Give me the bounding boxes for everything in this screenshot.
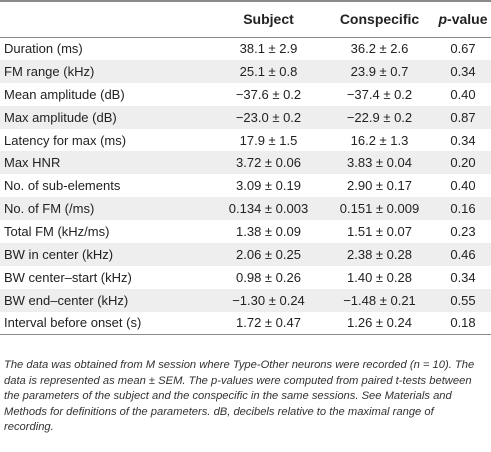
cell-subject: 1.38 ± 0.09	[236, 224, 301, 240]
cell-subject: −23.0 ± 0.2	[235, 109, 302, 125]
cell-pvalue: 0.87	[450, 109, 476, 125]
cell-pvalue: 0.34	[450, 63, 476, 79]
table-row: Latency for max (ms) 17.9 ± 1.5 16.2 ± 1.3…	[0, 128, 491, 152]
cell-conspecific: −22.9 ± 0.2	[346, 109, 413, 125]
cell-parameter: Total FM (kHz/ms)	[4, 224, 110, 240]
cell-pvalue: 0.34	[450, 269, 476, 285]
cell-conspecific: 1.26 ± 0.24	[324, 311, 435, 336]
cell-subject: 2.06 ± 0.25	[236, 246, 301, 262]
comparison-table-container: Subject Conspecific p-value Duration (ms…	[0, 0, 491, 336]
cell-pvalue: 0.67	[450, 41, 476, 57]
cell-subject: −37.6 ± 0.2	[235, 86, 302, 102]
cell-pvalue: 0.23	[450, 224, 476, 240]
cell-parameter: BW end–center (kHz)	[4, 292, 129, 308]
cell-parameter: Latency for max (ms)	[4, 132, 127, 148]
table-row: Mean amplitude (dB) −37.6 ± 0.2 −37.4 ± 0.…	[0, 82, 491, 106]
cell-subject: 1.72 ± 0.47	[213, 311, 324, 336]
cell-parameter: BW center–start (kHz)	[4, 269, 132, 285]
cell-pvalue: 0.40	[450, 178, 476, 194]
cell-conspecific: −37.4 ± 0.2	[346, 86, 413, 102]
cell-conspecific: 16.2 ± 1.3	[350, 132, 409, 148]
cell-subject: 3.09 ± 0.19	[236, 178, 301, 194]
cell-conspecific: 3.83 ± 0.04	[347, 155, 412, 171]
cell-pvalue: 0.16	[450, 201, 476, 217]
table-row: FM range (kHz) 25.1 ± 0.8 23.9 ± 0.7 0.34	[0, 59, 491, 83]
table-row: No. of sub-elements 3.09 ± 0.19 2.90 ± 0.1…	[0, 174, 491, 198]
cell-subject: 17.9 ± 1.5	[239, 132, 298, 148]
table-body: Duration (ms) 38.1 ± 2.9 36.2 ± 2.6 0.67 FM …	[0, 37, 491, 336]
cell-pvalue: 0.20	[450, 155, 476, 171]
table-row: No. of FM (/ms) 0.134 ± 0.003 0.151 ± 0.00…	[0, 197, 491, 221]
table-row: Max HNR 3.72 ± 0.06 3.83 ± 0.04 0.20	[0, 151, 491, 175]
table-row: Interval before onset (s) 1.72 ± 0.47 1.26…	[0, 311, 491, 336]
cell-conspecific: 1.40 ± 0.28	[347, 269, 412, 285]
table-footnote: The data was obtained from M session whe…	[4, 359, 475, 434]
cell-parameter: Mean amplitude (dB)	[4, 86, 125, 102]
table-row: Duration (ms) 38.1 ± 2.9 36.2 ± 2.6 0.67	[0, 37, 491, 60]
cell-subject: 38.1 ± 2.9	[239, 41, 298, 57]
cell-conspecific: 36.2 ± 2.6	[350, 41, 409, 57]
cell-conspecific: 2.90 ± 0.17	[347, 178, 412, 194]
cell-pvalue: 0.40	[450, 86, 476, 102]
header-parameter	[0, 0, 213, 38]
table-row: Total FM (kHz/ms) 1.38 ± 0.09 1.51 ± 0.07 0…	[0, 220, 491, 244]
cell-subject: 25.1 ± 0.8	[239, 63, 298, 79]
cell-conspecific: −1.48 ± 0.21	[343, 292, 416, 308]
table-row: Max amplitude (dB) −23.0 ± 0.2 −22.9 ± 0.2…	[0, 105, 491, 129]
header-pvalue: p-value	[435, 0, 491, 38]
table-row: BW in center (kHz) 2.06 ± 0.25 2.38 ± 0.28…	[0, 243, 491, 266]
cell-subject: 0.134 ± 0.003	[228, 201, 309, 217]
cell-parameter: FM range (kHz)	[4, 63, 95, 79]
header-conspecific: Conspecific	[324, 0, 435, 38]
cell-subject: −1.30 ± 0.24	[232, 292, 305, 308]
cell-pvalue: 0.18	[435, 311, 491, 336]
cell-pvalue: 0.34	[450, 132, 476, 148]
header-row: Subject Conspecific p-value	[0, 0, 491, 38]
cell-parameter: BW in center (kHz)	[4, 246, 114, 262]
header-pvalue-italic: p	[438, 11, 448, 28]
cell-conspecific: 0.151 ± 0.009	[339, 201, 420, 217]
header-subject: Subject	[213, 0, 324, 38]
cell-parameter: No. of FM (/ms)	[4, 201, 95, 217]
cell-parameter: Duration (ms)	[4, 41, 83, 57]
cell-conspecific: 1.51 ± 0.07	[347, 224, 412, 240]
cell-parameter: Max amplitude (dB)	[4, 109, 117, 125]
cell-parameter: No. of sub-elements	[4, 178, 121, 194]
table-row: BW end–center (kHz) −1.30 ± 0.24 −1.48 ± 0…	[0, 288, 491, 312]
table-header: Subject Conspecific p-value	[0, 0, 491, 38]
cell-pvalue: 0.55	[450, 292, 476, 308]
comparison-table: Subject Conspecific p-value Duration (ms…	[0, 0, 491, 336]
header-pvalue-rest: -value	[447, 11, 488, 28]
table-row: BW center–start (kHz) 0.98 ± 0.26 1.40 ± 0…	[0, 265, 491, 289]
cell-conspecific: 2.38 ± 0.28	[347, 246, 412, 262]
cell-subject: 0.98 ± 0.26	[236, 269, 301, 285]
cell-parameter: Max HNR	[4, 155, 61, 171]
cell-subject: 3.72 ± 0.06	[236, 155, 301, 171]
cell-pvalue: 0.46	[450, 246, 476, 262]
cell-conspecific: 23.9 ± 0.7	[350, 63, 409, 79]
cell-parameter: Interval before onset (s)	[0, 311, 213, 336]
